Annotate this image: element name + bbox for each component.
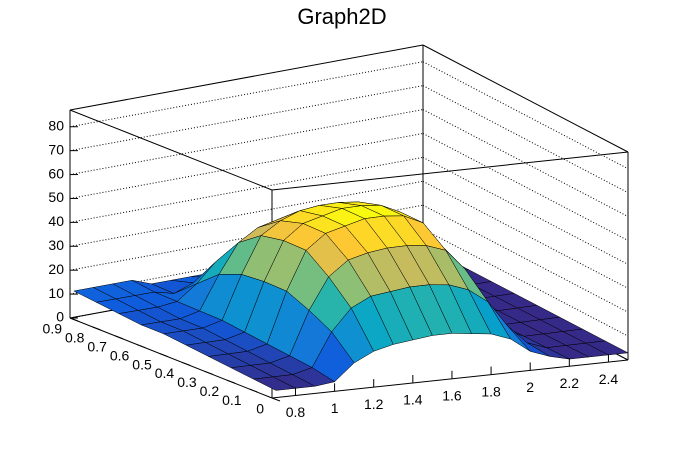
y-tick xyxy=(204,370,213,375)
grid-line xyxy=(422,228,629,337)
y-tick xyxy=(182,361,191,366)
x-tick-label: 1.6 xyxy=(442,387,462,403)
y-tick xyxy=(159,353,168,358)
grid-line xyxy=(422,204,629,313)
grid-line xyxy=(422,133,629,241)
y-tick-label: 0.5 xyxy=(132,356,152,372)
y-tick xyxy=(137,344,146,349)
z-tick-label: 60 xyxy=(48,165,64,181)
x-tick-label: 1.8 xyxy=(481,383,501,399)
y-tick xyxy=(69,317,79,322)
grid-line xyxy=(422,156,629,265)
y-tick xyxy=(114,335,124,340)
box-edge xyxy=(271,151,629,191)
y-tick xyxy=(92,326,101,331)
y-tick-label: 0.1 xyxy=(222,392,242,408)
x-tick-label: 0.8 xyxy=(286,404,306,420)
x-tick-label: 1.2 xyxy=(364,396,384,412)
x-tick-label: 2.4 xyxy=(599,371,619,387)
x-tick-label: 1.4 xyxy=(403,392,423,408)
y-tick-label: 0.6 xyxy=(110,347,130,363)
box-edge xyxy=(69,44,424,111)
y-tick-label: 0.3 xyxy=(177,374,197,390)
box-edge xyxy=(422,44,629,153)
y-tick xyxy=(226,379,236,384)
y-tick-label: 0.2 xyxy=(200,383,220,399)
z-tick-label: 20 xyxy=(48,261,64,277)
y-tick-label: 0 xyxy=(256,401,264,417)
z-tick-label: 40 xyxy=(48,213,64,229)
box-edge xyxy=(69,109,273,191)
z-tick-label: 70 xyxy=(48,141,64,157)
z-tick-label: 10 xyxy=(48,285,64,301)
surface-cell xyxy=(252,376,297,391)
z-tick-label: 50 xyxy=(48,189,64,205)
y-tick-label: 0.4 xyxy=(155,365,175,381)
x-tick-label: 1 xyxy=(331,400,339,416)
y-tick xyxy=(249,388,258,393)
y-tick-label: 0.8 xyxy=(65,330,85,346)
z-tick-label: 30 xyxy=(48,237,64,253)
x-tick-label: 2 xyxy=(526,379,534,395)
y-axis xyxy=(69,317,273,399)
y-tick-label: 0.7 xyxy=(87,338,107,354)
y-tick-label: 0.9 xyxy=(43,321,63,337)
x-tick-label: 2.2 xyxy=(560,375,580,391)
grid-line xyxy=(422,61,629,170)
chart-title: Graph2D xyxy=(297,4,386,29)
grid-line xyxy=(422,85,629,194)
z-tick-label: 80 xyxy=(48,117,64,133)
x-axis xyxy=(271,359,629,399)
grid-line xyxy=(422,109,629,217)
grid-line xyxy=(422,180,629,289)
z-tick-label: 0 xyxy=(56,309,64,325)
y-tick xyxy=(271,397,281,402)
